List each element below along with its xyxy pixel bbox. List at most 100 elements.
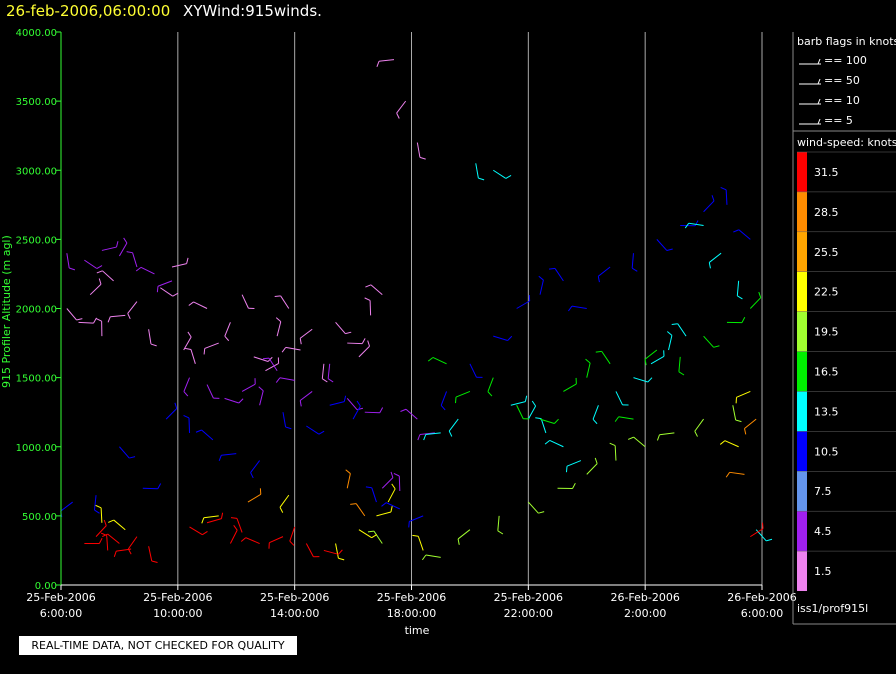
wind-barb [563,383,577,392]
barb-legend-title: barb flags in knots [797,35,896,48]
barb-legend-label: == 100 [824,54,867,67]
wind-barb [279,494,290,508]
wind-barb [497,515,500,531]
speed-color-swatch [797,351,807,392]
wind-barb [102,270,114,282]
wind-barb-flag [93,317,97,324]
wind-barb [358,345,370,358]
wind-barb-flag [281,347,287,353]
wind-barb-flag [678,371,685,376]
wind-barb [66,308,77,321]
wind-barb [475,163,479,179]
wind-barb-flag [345,331,352,335]
wind-barb-flag [123,237,128,244]
wind-barb-flag [108,519,114,523]
wind-barb [749,297,762,309]
wind-barb [183,336,192,351]
wind-barb-flag [671,323,678,325]
barb-legend-items: == 100 == 50 == 10 == 5 [799,54,867,127]
wind-barb-flag [174,402,178,409]
wind-barb-flag [116,241,119,248]
wind-barb [371,487,377,503]
x-tick-label-date: 25-Feb-2006 [26,591,95,604]
speed-color-swatch [797,271,807,312]
wind-barb-flag [187,331,192,338]
wind-barb [241,383,256,392]
wind-barb-flag [103,519,107,526]
wind-barb-flag [345,469,351,474]
wind-barb [650,355,665,365]
wind-barb-flag [218,455,222,462]
wind-barb-flag [220,512,224,519]
wind-barb-flag [391,483,396,490]
y-tick-label: 0.00 [35,581,57,592]
wind-barb [171,263,187,268]
y-tick-label: 3500.00 [16,97,57,108]
wind-barb-flag [233,525,238,531]
wind-barb-flag [487,391,493,397]
wind-barb [93,495,97,511]
wind-barb-flag [735,419,742,423]
wind-barb [101,246,117,251]
wind-barb [247,493,262,503]
wind-barb-flag [505,174,512,179]
wind-barb-flag [367,530,374,533]
wind-barb-flag [365,284,372,288]
chart-title: XYWind:915winds. [183,2,322,20]
wind-barb [409,515,424,522]
wind-barb-flag [172,292,179,297]
x-tick-label-time: 6:00:00 [741,607,783,620]
wind-barb-flag [102,533,108,537]
wind-barb [386,502,401,510]
wind-barb [355,503,366,517]
y-axis-label: 915 Profiler Altitude (m agl) [0,235,13,388]
wind-barb-flag [538,275,544,281]
wind-barb [493,335,508,342]
wind-barb [206,518,222,524]
title-datetime: 26-feb-2006,06:00:00 [6,2,171,20]
wind-barb [224,322,231,337]
wind-barb-flag [184,347,192,350]
wind-barb-flag [126,251,133,254]
wind-barb [750,528,764,538]
wind-barb [346,473,351,489]
wind-barb [289,526,296,542]
wind-barb-flag [694,431,698,437]
y-tick-label: 1000.00 [16,443,57,454]
wind-barb-flag [367,340,371,347]
wind-barb-flag [497,530,504,535]
wind-barb [659,432,675,436]
wind-barb [566,460,582,467]
wind-barb-flag [390,506,393,513]
wind-barb [516,300,530,309]
wind-barb-flag [427,357,434,362]
wind-barb-flag [240,537,247,542]
wind-barb [708,252,722,263]
wind-barb-flag [129,456,136,459]
wind-barb [703,335,714,348]
wind-barb-flag [390,471,394,478]
wind-barb-flag [202,531,208,536]
wind-barb-flag [631,267,638,272]
speed-legend-label: 4.5 [814,525,832,538]
wind-barb [183,377,190,392]
wind-barb-flag [535,417,542,420]
wind-barb [455,390,471,398]
wind-barb-flag [95,504,102,509]
wind-barb [736,390,751,398]
x-tick-label-time: 14:00:00 [270,607,319,620]
wind-barb [527,501,539,514]
speed-color-swatch [797,152,807,192]
wind-barb-flag [157,483,162,489]
wind-barb [387,488,396,503]
x-tick-label-time: 18:00:00 [387,607,436,620]
wind-barb [381,477,394,489]
wind-barb [677,323,687,337]
wind-barb [668,335,673,351]
wind-barb-flag [285,426,292,430]
wind-barb [457,529,471,540]
wind-barb [89,283,102,296]
wind-barb [113,519,126,531]
wind-barb [66,253,70,269]
speed-legend-label: 7.5 [814,485,832,498]
